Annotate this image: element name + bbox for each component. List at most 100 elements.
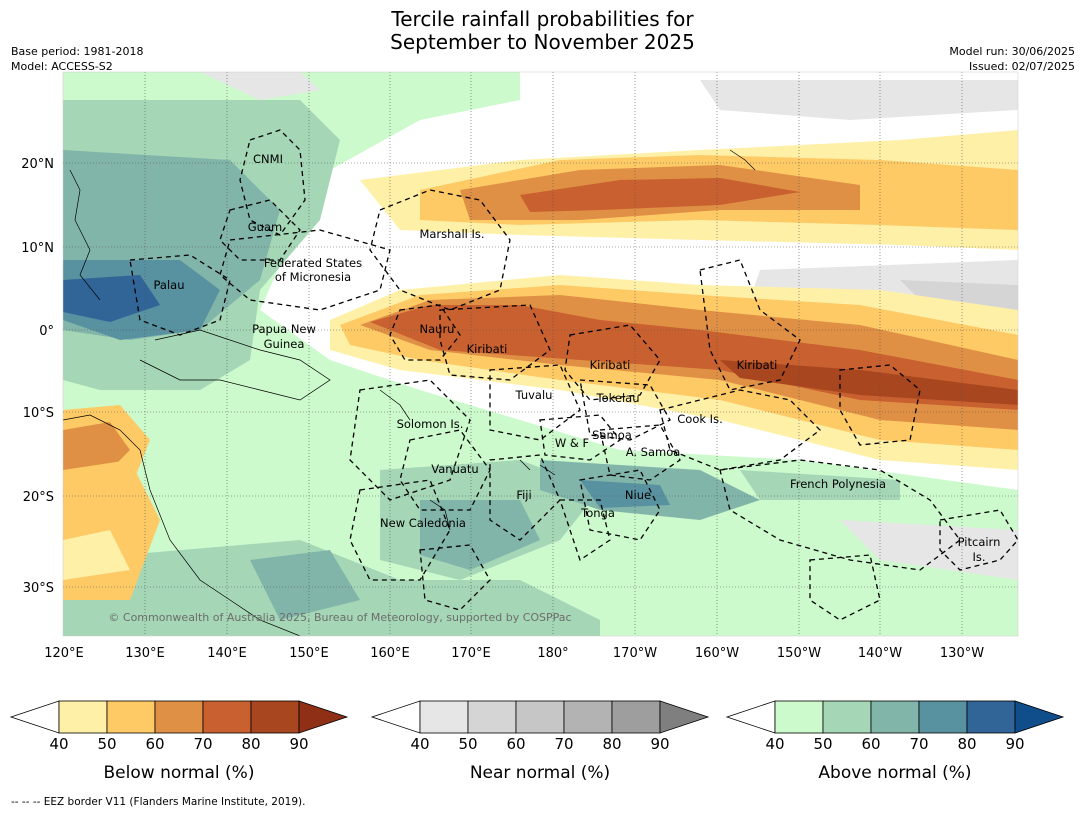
lon-tick: 130°E [125,646,165,661]
colorbar-legends: 40 50 60 70 80 90 Below normal (%) 40 50 60 70 80 90… [9,700,1065,783]
region-label: Is. [972,550,985,564]
coastlines [63,149,756,636]
region-label: Tonga [580,506,615,520]
lat-tick: 20°N [21,157,54,172]
colorbar-high-extend [659,700,710,734]
colorbar-segment [106,700,156,734]
region-label: Fiji [516,488,531,502]
colorbar-segment [419,700,469,734]
colorbar-segment [250,700,300,734]
graticule [63,72,1018,636]
lon-tick: 160°E [370,646,410,661]
rainfall-map: CNMI Guam Marshall Is. Federated States … [9,71,1065,783]
copyright-credit: © Commonwealth of Australia 2025, Bureau… [108,611,571,624]
colorbar-low-extend [370,700,421,734]
issued-date: Issued: 02/07/2025 [968,60,1075,73]
lon-tick: 150°E [289,646,329,661]
region-label: Solomon Is. [397,417,464,431]
colorbar-tick: 40 [765,735,784,753]
colorbar-tick: 50 [97,735,116,753]
colorbar-tick: 60 [861,735,880,753]
lat-tick: 20°S [23,490,54,505]
region-label: Vanuatu [431,462,478,476]
region-label: Kiribati [467,342,508,356]
colorbar-segment [467,700,517,734]
colorbar-segment [774,700,824,734]
probability-field [63,72,1018,636]
region-label: Samoa [592,428,632,442]
title-line-2: September to November 2025 [390,30,695,54]
lon-tick: 170°E [451,646,491,661]
colorbar-segment [58,700,108,734]
title-line-1: Tercile rainfall probabilities for [391,7,694,31]
colorbar-tick: 50 [813,735,832,753]
region-label: Guam [248,220,282,234]
colorbar-3: 40 50 60 70 80 90 Above normal (%) [725,700,1065,783]
colorbar-tick: 40 [49,735,68,753]
eez-borders [129,129,1018,621]
colorbar-low-extend [725,700,776,734]
base-period-info: Base period: 1981-2018 Model: ACCESS-S2 [11,44,143,74]
region-label: of Micronesia [275,270,351,284]
region-label: French Polynesia [790,477,886,491]
lat-tick: 30°S [23,581,54,596]
lon-tick: 140°E [207,646,247,661]
lat-tick: 0° [39,324,54,339]
lon-tick: 160°W [695,646,739,661]
base-period: Base period: 1981-2018 [11,45,144,58]
lon-tick: 170°W [613,646,657,661]
longitude-labels: 120°E 130°E 140°E 150°E 160°E 170°E 180°… [44,646,984,661]
colorbar-tick: 80 [602,735,621,753]
region-label: Niue [625,488,651,502]
colorbar-tick: 80 [957,735,976,753]
colorbar-2: 40 50 60 70 80 90 Near normal (%) [370,700,710,783]
colorbar-tick: 70 [554,735,573,753]
region-label: Palau [154,278,185,292]
region-label: Kiribati [590,358,631,372]
colorbar-tick: 90 [650,735,669,753]
colorbar-segment [202,700,252,734]
colorbar-segment [611,700,661,734]
model-run-info: Model run: 30/06/2025 Issued: 02/07/2025 [949,44,1075,74]
region-label: Marshall Is. [419,227,484,241]
lon-tick: 180° [537,646,568,661]
region-label: Papua New [252,322,316,336]
colorbar-tick: 40 [410,735,429,753]
region-label: Kiribati [737,358,778,372]
colorbar-tick: 90 [289,735,308,753]
lat-tick: 10°N [21,241,54,256]
colorbar-segment [918,700,968,734]
colorbar-title: Below normal (%) [104,763,255,783]
colorbar-segment [515,700,565,734]
region-label: Tokelau [596,391,640,405]
lat-tick: 10°S [23,406,54,421]
region-label: W & F [555,436,589,450]
colorbar-segment [154,700,204,734]
lon-tick: 140°W [858,646,902,661]
region-label: Cook Is. [677,412,722,426]
colorbar-segment [822,700,872,734]
colorbar-segment [966,700,1016,734]
colorbar-tick: 80 [241,735,260,753]
lon-tick: 150°W [777,646,821,661]
region-label: Guinea [264,337,305,351]
region-label: Nauru [420,322,455,336]
colorbar-title: Near normal (%) [470,763,610,783]
colorbar-title: Above normal (%) [818,763,971,783]
lon-tick: 130°W [940,646,984,661]
colorbar-tick: 50 [458,735,477,753]
region-label: Federated States [264,256,362,270]
region-label: A. Samoa [626,445,681,459]
colorbar-tick: 60 [506,735,525,753]
model-name: Model: ACCESS-S2 [11,60,113,73]
colorbar-tick: 90 [1005,735,1024,753]
region-label: Tuvalu [515,388,553,402]
colorbar-1: 40 50 60 70 80 90 Below normal (%) [9,700,349,783]
model-run: Model run: 30/06/2025 [949,45,1075,58]
eez-footnote: -- -- -- EEZ border V11 (Flanders Marine… [11,796,306,808]
latitude-labels: 20°N 10°N 0° 10°S 20°S 30°S [21,157,54,596]
colorbar-tick: 70 [909,735,928,753]
colorbar-high-extend [1014,700,1065,734]
region-labels: CNMI Guam Marshall Is. Federated States … [154,152,1001,564]
region-label: CNMI [253,152,283,166]
